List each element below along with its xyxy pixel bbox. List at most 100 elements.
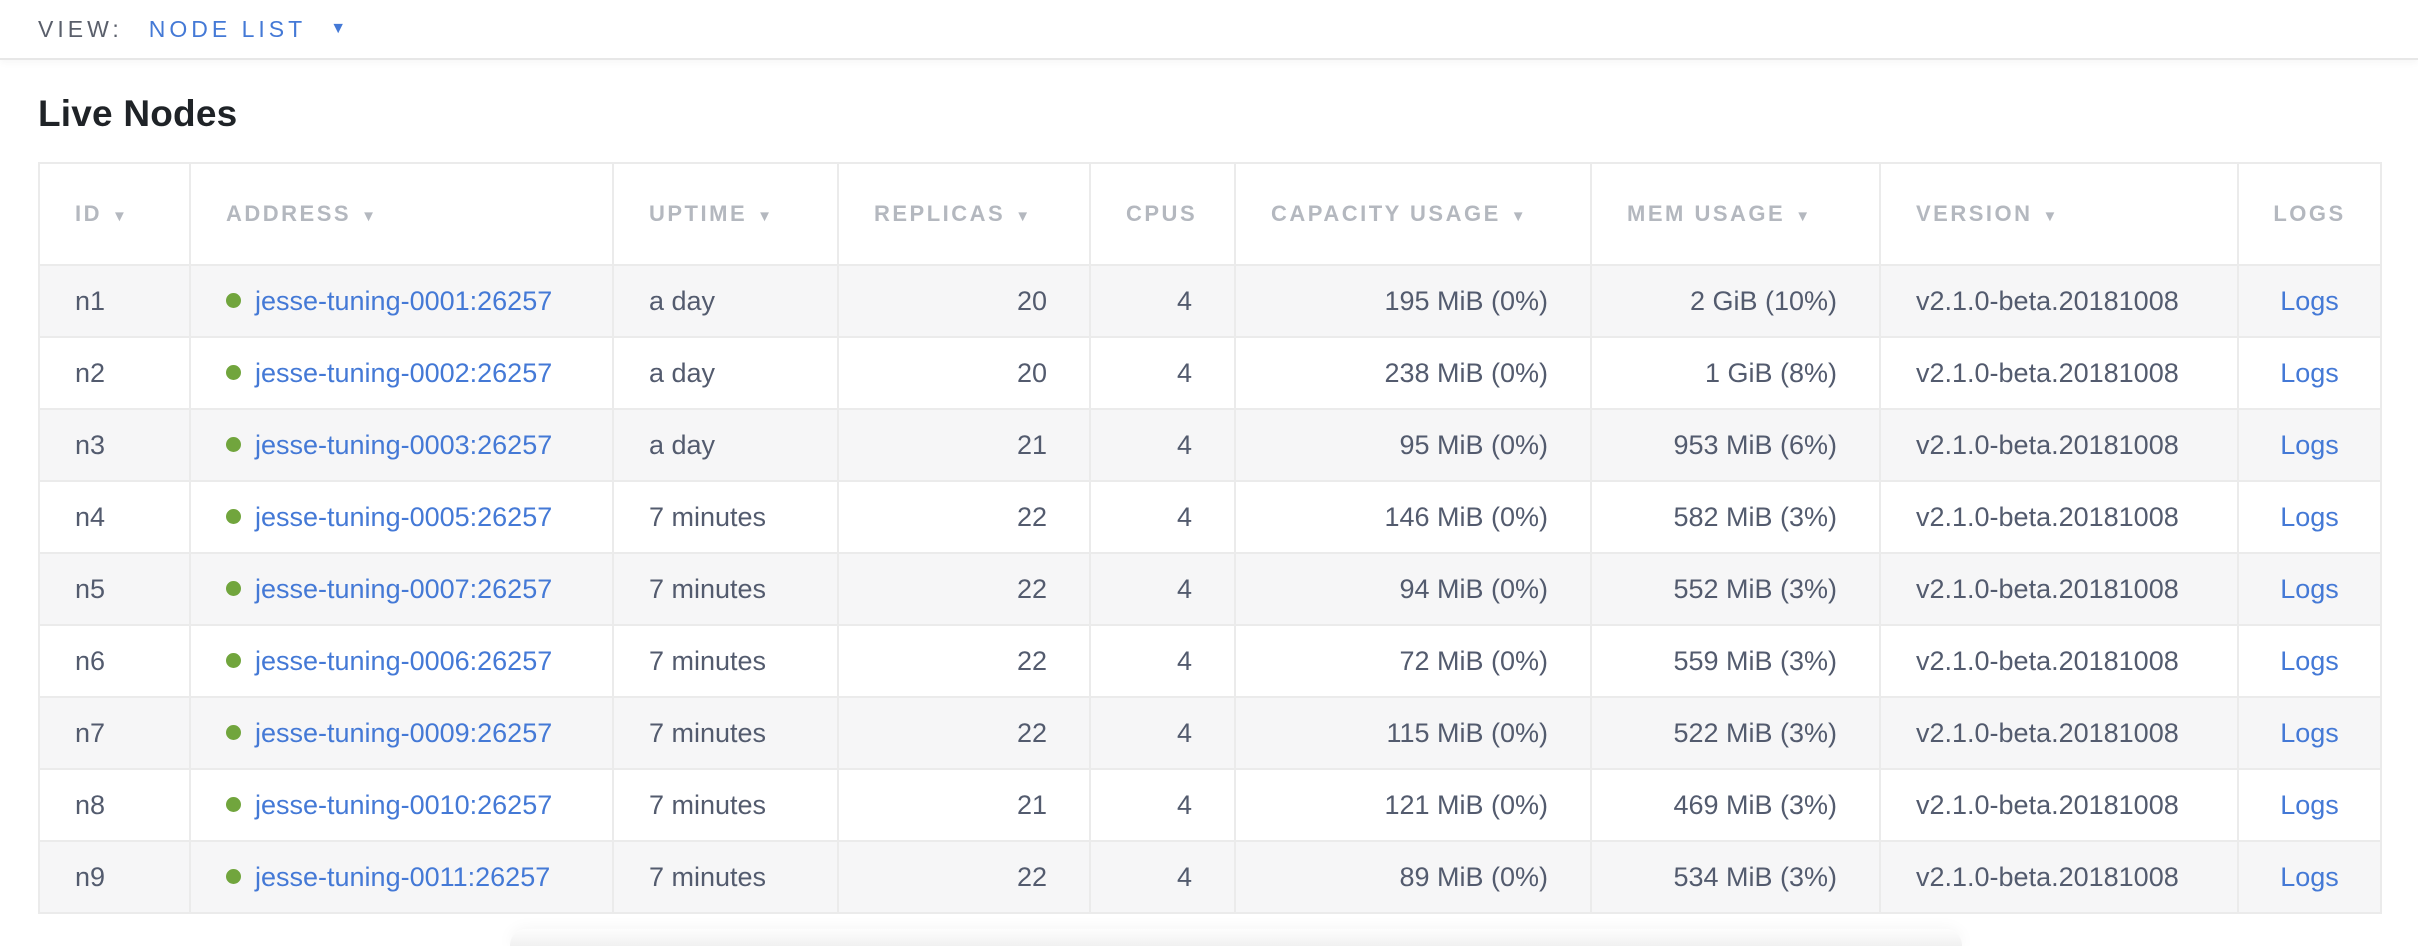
node-replicas-cell: 20	[837, 264, 1091, 338]
node-mem-cell: 2 GiB (10%)	[1590, 264, 1881, 338]
node-address-link[interactable]: jesse-tuning-0011:26257	[255, 861, 551, 892]
column-header-logs: LOGS	[2237, 162, 2382, 266]
column-header-label: UPTIME	[649, 201, 748, 226]
column-header-label: MEM USAGE	[1627, 201, 1786, 226]
chevron-down-icon: ▼	[330, 20, 347, 37]
node-id-cell: n8	[38, 768, 191, 842]
column-header-uptime[interactable]: UPTIME ▼	[612, 162, 839, 266]
node-version-cell: v2.1.0-beta.20181008	[1879, 696, 2239, 770]
node-mem-cell: 522 MiB (3%)	[1590, 696, 1881, 770]
node-address-cell: jesse-tuning-0005:26257	[189, 480, 614, 554]
node-uptime-cell: a day	[612, 408, 839, 482]
node-logs-cell: Logs	[2237, 552, 2382, 626]
node-version-cell: v2.1.0-beta.20181008	[1879, 480, 2239, 554]
node-capacity-cell: 95 MiB (0%)	[1234, 408, 1592, 482]
node-logs-link[interactable]: Logs	[2280, 285, 2339, 316]
node-id-cell: n4	[38, 480, 191, 554]
node-address-cell: jesse-tuning-0006:26257	[189, 624, 614, 698]
node-address-cell: jesse-tuning-0007:26257	[189, 552, 614, 626]
node-live-status-icon	[226, 868, 241, 884]
node-uptime-cell: 7 minutes	[612, 768, 839, 842]
column-header-mem[interactable]: MEM USAGE ▼	[1590, 162, 1881, 266]
node-cpus-cell: 4	[1089, 624, 1236, 698]
node-address-cell: jesse-tuning-0011:26257	[189, 840, 614, 914]
node-logs-cell: Logs	[2237, 264, 2382, 338]
node-uptime-cell: a day	[612, 336, 839, 410]
node-replicas-cell: 22	[837, 840, 1091, 914]
node-address-link[interactable]: jesse-tuning-0001:26257	[255, 285, 553, 316]
node-logs-cell: Logs	[2237, 336, 2382, 410]
node-mem-cell: 559 MiB (3%)	[1590, 624, 1881, 698]
node-replicas-cell: 21	[837, 408, 1091, 482]
node-cpus-cell: 4	[1089, 696, 1236, 770]
node-address-cell: jesse-tuning-0001:26257	[189, 264, 614, 338]
column-header-address[interactable]: ADDRESS ▼	[189, 162, 614, 266]
node-cpus-cell: 4	[1089, 336, 1236, 410]
node-replicas-cell: 22	[837, 480, 1091, 554]
node-logs-link[interactable]: Logs	[2280, 717, 2339, 748]
node-row-n4: n4 jesse-tuning-0005:26257 7 minutes 22 4 146…	[38, 480, 2382, 554]
node-mem-cell: 1 GiB (8%)	[1590, 336, 1881, 410]
node-uptime-cell: 7 minutes	[612, 480, 839, 554]
node-logs-cell: Logs	[2237, 624, 2382, 698]
node-cpus-cell: 4	[1089, 480, 1236, 554]
node-id-cell: n2	[38, 336, 191, 410]
node-row-n2: n2 jesse-tuning-0002:26257 a day 20 4 238 MiB…	[38, 336, 2382, 410]
node-cpus-cell: 4	[1089, 768, 1236, 842]
view-dropdown[interactable]: NODE LIST ▼	[149, 16, 346, 43]
below-fold-panel-shadow	[510, 929, 1962, 946]
node-address-link[interactable]: jesse-tuning-0007:26257	[255, 573, 553, 604]
node-address-link[interactable]: jesse-tuning-0002:26257	[255, 357, 553, 388]
node-address-link[interactable]: jesse-tuning-0003:26257	[255, 429, 553, 460]
node-id-cell: n9	[38, 840, 191, 914]
node-uptime-cell: a day	[612, 264, 839, 338]
node-logs-cell: Logs	[2237, 408, 2382, 482]
node-version-cell: v2.1.0-beta.20181008	[1879, 624, 2239, 698]
node-cpus-cell: 4	[1089, 408, 1236, 482]
column-header-label: CPUS	[1126, 201, 1198, 226]
node-id-cell: n7	[38, 696, 191, 770]
sort-desc-icon: ▼	[1510, 208, 1529, 225]
column-header-id[interactable]: ID ▼	[38, 162, 191, 266]
node-address-link[interactable]: jesse-tuning-0010:26257	[255, 789, 553, 820]
node-address-link[interactable]: jesse-tuning-0009:26257	[255, 717, 553, 748]
column-header-replicas[interactable]: REPLICAS ▼	[837, 162, 1091, 266]
node-live-status-icon	[226, 436, 241, 452]
column-header-label: LOGS	[2273, 201, 2346, 226]
node-replicas-cell: 22	[837, 696, 1091, 770]
node-mem-cell: 953 MiB (6%)	[1590, 408, 1881, 482]
column-header-label: ID	[75, 201, 102, 226]
node-row-n8: n8 jesse-tuning-0010:26257 7 minutes 21 4 121…	[38, 768, 2382, 842]
node-logs-link[interactable]: Logs	[2280, 501, 2339, 532]
node-capacity-cell: 121 MiB (0%)	[1234, 768, 1592, 842]
node-mem-cell: 534 MiB (3%)	[1590, 840, 1881, 914]
node-address-link[interactable]: jesse-tuning-0005:26257	[255, 501, 553, 532]
node-id-cell: n5	[38, 552, 191, 626]
node-logs-link[interactable]: Logs	[2280, 573, 2339, 604]
node-logs-link[interactable]: Logs	[2280, 861, 2339, 892]
node-capacity-cell: 94 MiB (0%)	[1234, 552, 1592, 626]
view-label: VIEW:	[38, 15, 123, 42]
node-row-n5: n5 jesse-tuning-0007:26257 7 minutes 22 4 94 …	[38, 552, 2382, 626]
node-live-status-icon	[226, 292, 241, 308]
node-logs-link[interactable]: Logs	[2280, 429, 2339, 460]
node-logs-link[interactable]: Logs	[2280, 789, 2339, 820]
node-logs-cell: Logs	[2237, 696, 2382, 770]
node-capacity-cell: 195 MiB (0%)	[1234, 264, 1592, 338]
sort-desc-icon: ▼	[1015, 208, 1033, 225]
node-row-n9: n9 jesse-tuning-0011:26257 7 minutes 22 4 89 …	[38, 840, 2382, 914]
node-cpus-cell: 4	[1089, 552, 1236, 626]
node-logs-link[interactable]: Logs	[2280, 357, 2339, 388]
node-id-cell: n1	[38, 264, 191, 338]
node-version-cell: v2.1.0-beta.20181008	[1879, 768, 2239, 842]
node-logs-link[interactable]: Logs	[2280, 645, 2339, 676]
node-address-link[interactable]: jesse-tuning-0006:26257	[255, 645, 553, 676]
node-logs-cell: Logs	[2237, 480, 2382, 554]
live-nodes-table: ID ▼ ADDRESS ▼ UPTIME ▼ REPLICAS ▼ CPUS CAPACITY …	[38, 162, 2382, 914]
page-title: Live Nodes	[38, 93, 238, 134]
column-header-capacity[interactable]: CAPACITY USAGE ▼	[1234, 162, 1592, 266]
column-header-version[interactable]: VERSION ▼	[1879, 162, 2239, 266]
node-live-status-icon	[226, 652, 241, 668]
node-replicas-cell: 22	[837, 552, 1091, 626]
node-address-cell: jesse-tuning-0010:26257	[189, 768, 614, 842]
